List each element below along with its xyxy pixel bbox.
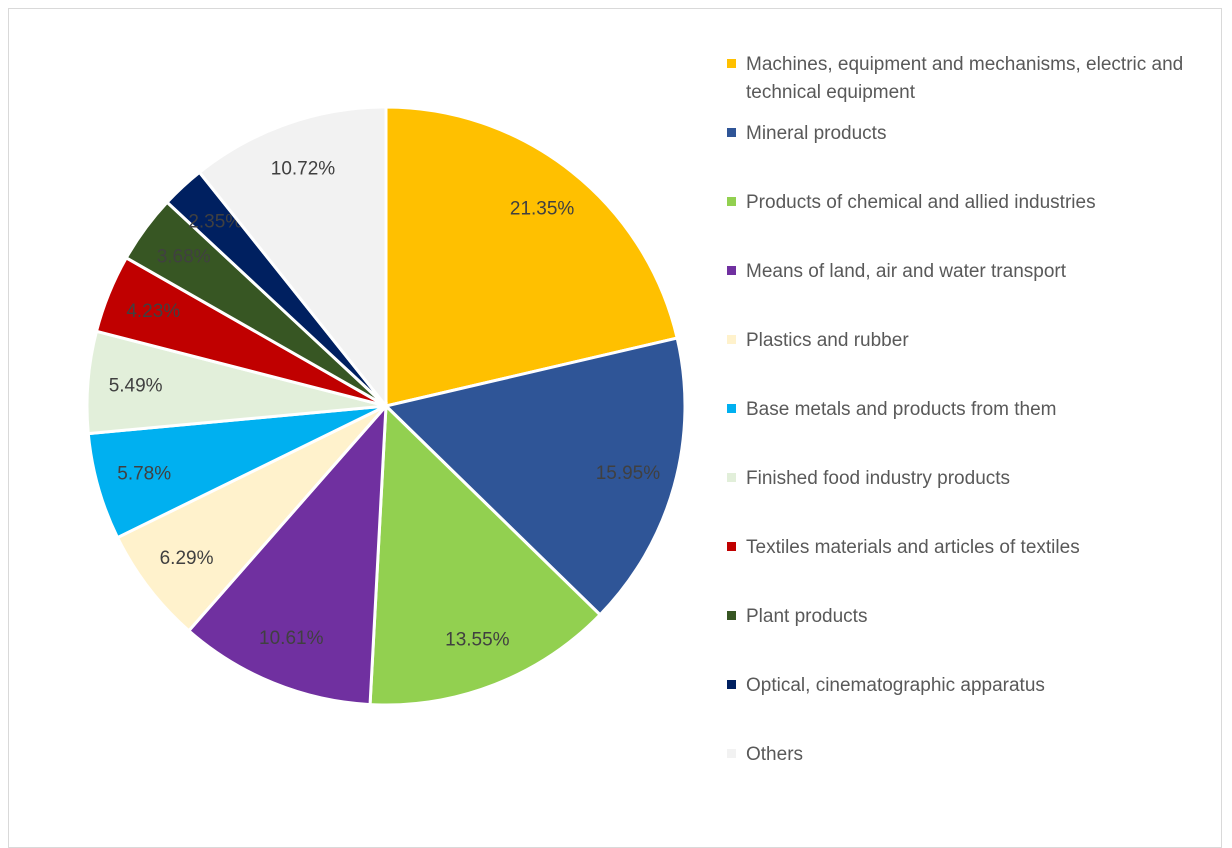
legend-swatch (727, 680, 736, 689)
data-label-4: 10.61% (259, 628, 324, 649)
legend-item: Finished food industry products (727, 465, 1227, 493)
legend-swatch (727, 128, 736, 137)
legend-swatch (727, 542, 736, 551)
legend-item: Optical, cinematographic apparatus (727, 672, 1227, 700)
legend-item: Products of chemical and allied industri… (727, 189, 1227, 217)
data-label-6: 5.78% (117, 463, 171, 484)
legend-swatch (727, 197, 736, 206)
legend-item: Plant products (727, 603, 1227, 631)
legend-label: Plant products (746, 606, 868, 627)
pie-slice-5 (115, 404, 388, 633)
pie-chart: 21.35% 15.95% 13.55% 10.61% 6.29% 5.78% 5.49% 4… (85, 105, 687, 707)
legend-label: Mineral products (746, 123, 887, 144)
legend-item: Machines, equipment and mechanisms, elec… (727, 51, 1227, 107)
legend-label: Finished food industry products (746, 468, 1011, 489)
chart-area: 21.35% 15.95% 13.55% 10.61% 6.29% 5.78% 5.49% 4… (8, 8, 1222, 848)
legend-label: Textiles materials and articles of texti… (746, 537, 1080, 558)
data-label-7: 5.49% (109, 375, 163, 396)
data-label-8: 4.23% (126, 301, 180, 322)
legend-swatch (727, 473, 736, 482)
legend-swatch (727, 404, 736, 413)
legend-label: Plastics and rubber (746, 330, 909, 351)
data-label-9: 3.68% (157, 247, 211, 268)
legend-label: Machines, equipment and mechanisms, elec… (746, 54, 1184, 103)
legend-label: Means of land, air and water transport (746, 261, 1067, 282)
legend-item: Mineral products (727, 120, 1227, 148)
legend-label: Others (746, 744, 804, 765)
data-label-3: 13.55% (445, 629, 510, 650)
legend-swatch (727, 749, 736, 758)
pie-slice-4 (186, 401, 388, 707)
legend-swatch (727, 611, 736, 620)
pie-slice-3 (368, 402, 603, 707)
data-label-1: 21.35% (510, 199, 575, 220)
legend-swatch (727, 59, 736, 68)
legend-item: Others (727, 741, 1227, 769)
legend-label: Optical, cinematographic apparatus (746, 675, 1045, 696)
data-label-5: 6.29% (160, 548, 214, 569)
pie-slice-11 (197, 105, 388, 411)
pie-slice-1 (384, 105, 679, 408)
legend-swatch (727, 335, 736, 344)
data-label-11: 10.72% (271, 158, 336, 179)
legend-item: Means of land, air and water transport (727, 258, 1227, 286)
legend-label: Base metals and products from them (746, 399, 1057, 420)
legend-item: Textiles materials and articles of texti… (727, 534, 1227, 562)
data-label-2: 15.95% (596, 463, 661, 484)
pie-slice-2 (382, 336, 687, 617)
data-label-10: 2.35% (188, 211, 242, 232)
legend-item: Plastics and rubber (727, 327, 1227, 355)
legend-item: Base metals and products from them (727, 396, 1227, 424)
legend-label: Products of chemical and allied industri… (746, 192, 1096, 213)
legend-swatch (727, 266, 736, 275)
